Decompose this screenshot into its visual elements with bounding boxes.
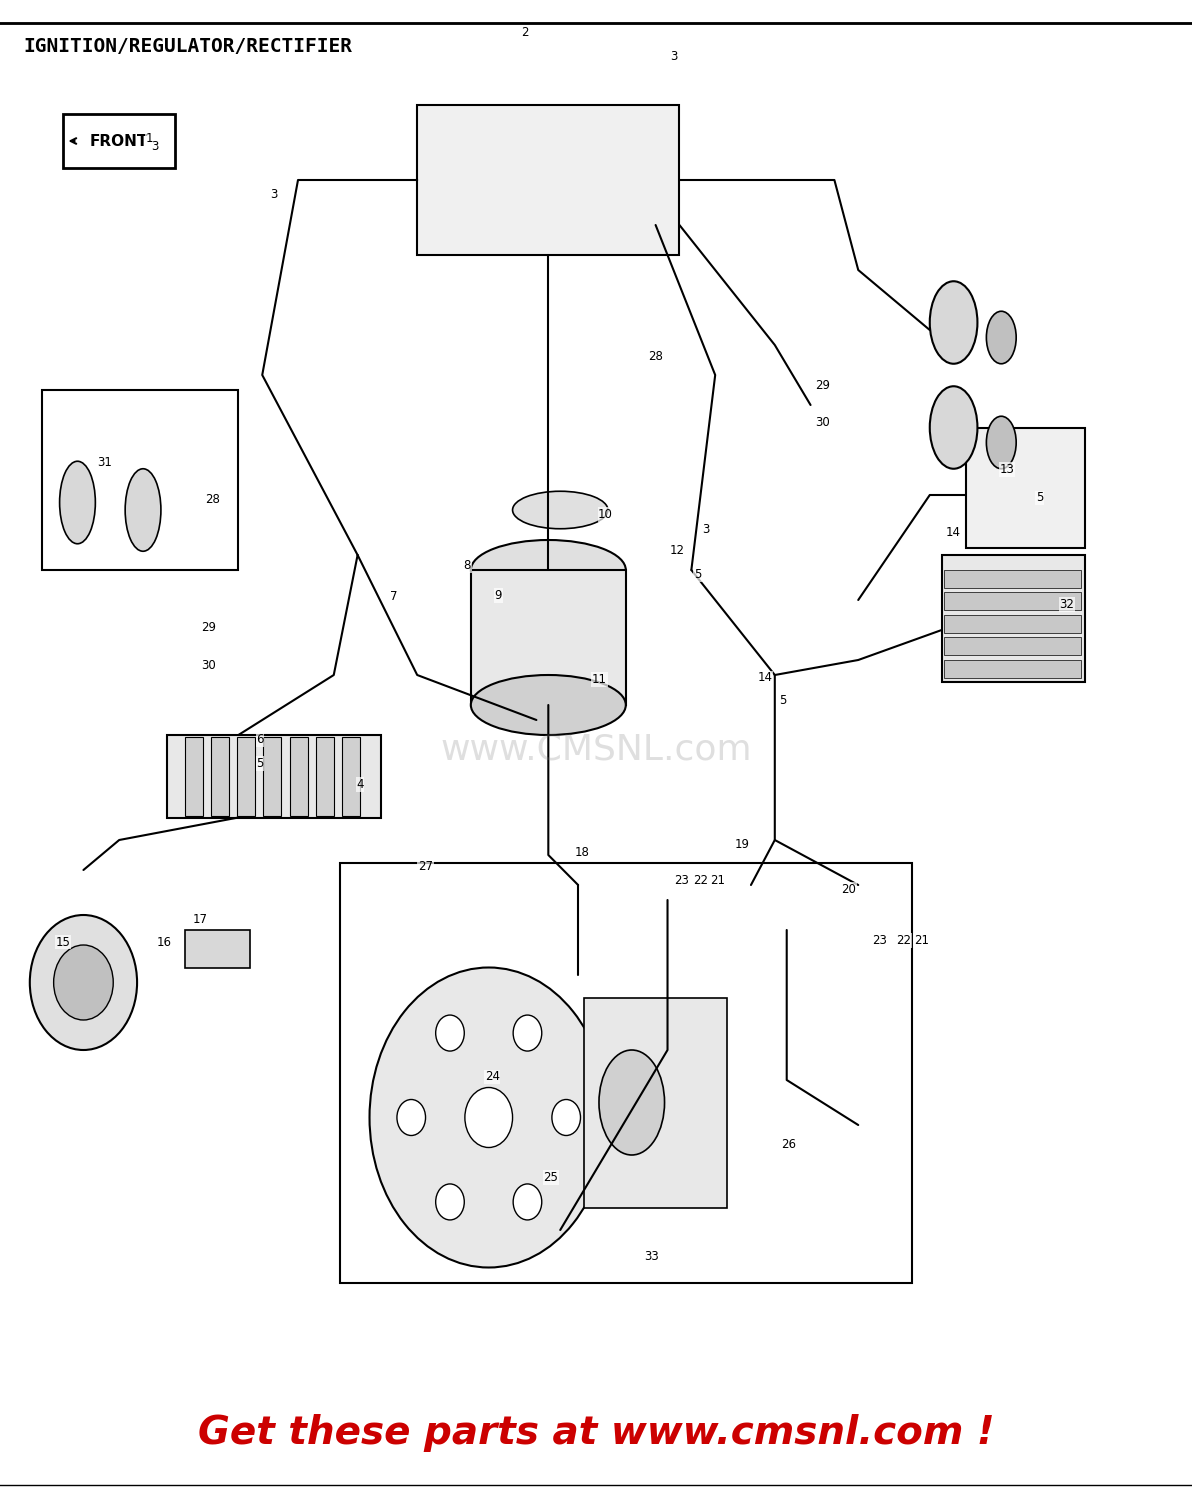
Circle shape bbox=[552, 1100, 581, 1136]
Circle shape bbox=[514, 1184, 542, 1219]
Text: 1: 1 bbox=[145, 132, 153, 144]
Text: 32: 32 bbox=[1060, 598, 1074, 610]
Circle shape bbox=[465, 1088, 513, 1148]
Bar bbox=[942, 555, 1085, 682]
Text: 23: 23 bbox=[873, 934, 887, 946]
Bar bbox=[316, 736, 334, 816]
Ellipse shape bbox=[125, 468, 161, 552]
Text: 9: 9 bbox=[495, 590, 502, 602]
Ellipse shape bbox=[471, 540, 626, 600]
Text: Get these parts at www.cmsnl.com !: Get these parts at www.cmsnl.com ! bbox=[198, 1413, 994, 1452]
Ellipse shape bbox=[987, 416, 1016, 468]
Text: 27: 27 bbox=[418, 861, 433, 873]
Circle shape bbox=[397, 1100, 426, 1136]
Text: 29: 29 bbox=[815, 380, 830, 392]
Bar bbox=[944, 570, 1081, 588]
Text: 26: 26 bbox=[782, 1138, 796, 1150]
Text: 21: 21 bbox=[914, 934, 929, 946]
Text: 28: 28 bbox=[205, 494, 219, 506]
Ellipse shape bbox=[987, 312, 1016, 364]
Text: 29: 29 bbox=[201, 621, 216, 633]
Text: 30: 30 bbox=[815, 417, 830, 429]
Text: 4: 4 bbox=[356, 778, 364, 790]
Bar bbox=[966, 427, 1085, 548]
Circle shape bbox=[54, 945, 113, 1020]
Text: 20: 20 bbox=[842, 884, 856, 896]
Bar bbox=[944, 638, 1081, 656]
Bar bbox=[185, 930, 250, 968]
Ellipse shape bbox=[513, 492, 608, 530]
Bar bbox=[417, 105, 679, 255]
Ellipse shape bbox=[930, 387, 977, 468]
Circle shape bbox=[435, 1184, 464, 1219]
Bar bbox=[263, 736, 281, 816]
Text: 14: 14 bbox=[758, 672, 772, 684]
Circle shape bbox=[30, 915, 137, 1050]
Bar bbox=[290, 736, 308, 816]
Text: 19: 19 bbox=[735, 839, 750, 850]
Bar bbox=[340, 862, 912, 1282]
Text: 31: 31 bbox=[98, 456, 112, 468]
Text: 22: 22 bbox=[896, 934, 911, 946]
Ellipse shape bbox=[471, 675, 626, 735]
Bar bbox=[944, 592, 1081, 610]
Bar bbox=[185, 736, 203, 816]
Text: 2: 2 bbox=[521, 27, 528, 39]
Ellipse shape bbox=[930, 282, 977, 364]
Text: IGNITION/REGULATOR/RECTIFIER: IGNITION/REGULATOR/RECTIFIER bbox=[24, 38, 353, 57]
Bar bbox=[342, 736, 360, 816]
Text: 5: 5 bbox=[1036, 492, 1043, 504]
Text: 28: 28 bbox=[648, 351, 663, 363]
Text: 25: 25 bbox=[544, 1172, 558, 1184]
Text: 7: 7 bbox=[390, 591, 397, 603]
Text: 30: 30 bbox=[201, 660, 216, 672]
Bar bbox=[42, 390, 238, 570]
Text: 13: 13 bbox=[1000, 464, 1014, 476]
Text: 10: 10 bbox=[598, 509, 613, 520]
Bar bbox=[584, 998, 727, 1208]
Circle shape bbox=[436, 1016, 465, 1052]
Text: 33: 33 bbox=[645, 1251, 659, 1263]
Text: www.CMSNL.com: www.CMSNL.com bbox=[440, 734, 752, 766]
Text: 8: 8 bbox=[464, 560, 471, 572]
Text: 14: 14 bbox=[946, 526, 961, 538]
Bar bbox=[944, 660, 1081, 678]
Text: 3: 3 bbox=[151, 141, 159, 153]
Text: 12: 12 bbox=[670, 544, 684, 556]
Text: 3: 3 bbox=[670, 51, 677, 63]
Text: 15: 15 bbox=[56, 936, 70, 948]
Text: 23: 23 bbox=[675, 874, 689, 886]
Text: 3: 3 bbox=[702, 524, 709, 536]
Text: 24: 24 bbox=[485, 1071, 499, 1083]
Circle shape bbox=[370, 968, 608, 1268]
Text: 11: 11 bbox=[592, 674, 607, 686]
Bar bbox=[211, 736, 229, 816]
Text: 6: 6 bbox=[256, 734, 263, 746]
Bar bbox=[167, 735, 381, 818]
Circle shape bbox=[514, 1016, 542, 1052]
Text: 21: 21 bbox=[710, 874, 725, 886]
Ellipse shape bbox=[60, 462, 95, 544]
Bar bbox=[237, 736, 255, 816]
Bar bbox=[944, 615, 1081, 633]
Text: 5: 5 bbox=[694, 568, 701, 580]
Text: FRONT: FRONT bbox=[91, 134, 148, 148]
Text: 22: 22 bbox=[694, 874, 708, 886]
Ellipse shape bbox=[600, 1050, 665, 1155]
Text: 17: 17 bbox=[193, 914, 207, 926]
Text: 18: 18 bbox=[575, 846, 589, 858]
Text: 16: 16 bbox=[157, 936, 172, 948]
Text: 5: 5 bbox=[256, 758, 263, 770]
FancyBboxPatch shape bbox=[63, 114, 175, 168]
Text: 3: 3 bbox=[271, 189, 278, 201]
Text: 5: 5 bbox=[780, 694, 787, 706]
Bar bbox=[471, 570, 626, 705]
